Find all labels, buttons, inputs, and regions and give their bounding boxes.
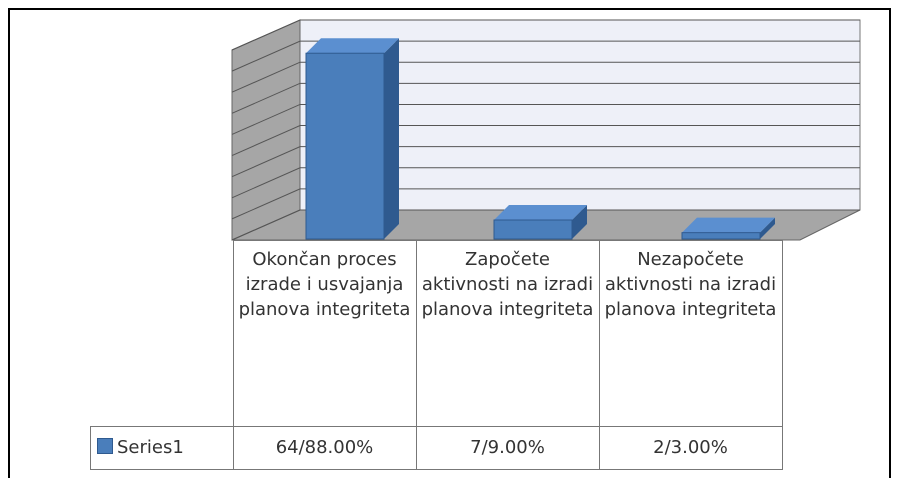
bar-side [760,217,775,239]
category: Započete aktivnosti na izradi planova in… [415,240,600,427]
bar-front [681,232,761,240]
bar-front [305,52,385,240]
bar [493,205,587,240]
bar [681,217,775,240]
grid-line [231,103,860,135]
bar [305,38,399,240]
grid-line [231,61,860,93]
bar-side [384,38,399,239]
bar-top [494,205,587,220]
grid-line [231,146,860,178]
category-row: Okončan proces izrade i usvajanja planov… [91,240,783,427]
grid-line [231,188,860,220]
category: Okončan proces izrade i usvajanja planov… [232,240,417,427]
grid-line [231,82,860,114]
value-label: 2/3.00% [598,426,783,470]
category: Nezapočete aktivnosti na izradi planova … [598,240,783,427]
grid-line [231,125,860,157]
grid-line [231,209,860,241]
legend-cell: Series1 [90,426,234,470]
value-label: 64/88.00% [232,426,417,470]
bar-top [682,217,775,233]
legend-label: Series1 [117,437,184,458]
blank [91,241,234,427]
bar-top [306,38,399,54]
grid-line [231,19,860,51]
grid-line [231,167,860,199]
data-table: Okončan proces izrade i usvajanja planov… [90,240,783,470]
value-row: Series1 64/88.00% 7/9.00% 2/3.00% [90,426,783,470]
grid-line [231,40,860,72]
value-label: 7/9.00% [415,426,600,470]
bar-front [493,219,573,240]
chart-frame [8,8,891,478]
legend-key [97,438,113,454]
bar-side [572,205,587,239]
